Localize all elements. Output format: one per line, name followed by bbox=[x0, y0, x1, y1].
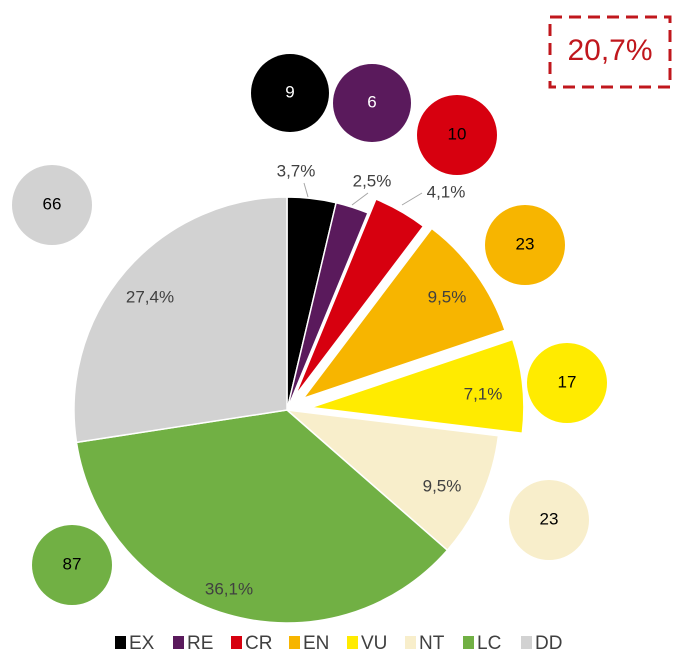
count-label: 23 bbox=[540, 509, 559, 528]
data-label: 9,5% bbox=[428, 287, 467, 306]
legend-swatch bbox=[347, 636, 358, 649]
count-label: 9 bbox=[285, 82, 294, 101]
count-label: 87 bbox=[63, 554, 82, 573]
count-bubble bbox=[333, 64, 411, 142]
data-label: 4,1% bbox=[427, 182, 466, 201]
legend-swatch bbox=[289, 636, 300, 649]
legend-label: CR bbox=[245, 633, 272, 654]
legend-label: RE bbox=[187, 633, 213, 654]
pie-slice bbox=[301, 227, 506, 400]
pie-slice bbox=[73, 196, 288, 444]
pie-slice bbox=[75, 409, 449, 624]
pie-slice bbox=[284, 408, 500, 552]
pie-slice bbox=[286, 201, 369, 411]
data-label: 9,5% bbox=[423, 476, 462, 495]
leader-line bbox=[303, 182, 309, 198]
count-label: 23 bbox=[516, 234, 535, 253]
count-bubble bbox=[32, 525, 112, 605]
count-label: 6 bbox=[367, 92, 376, 111]
legend-label: NT bbox=[419, 633, 445, 654]
legend-label: VU bbox=[361, 633, 387, 654]
count-bubble bbox=[485, 205, 565, 285]
annotation-box bbox=[548, 15, 672, 89]
legend-swatch bbox=[231, 636, 242, 649]
pie-slice bbox=[294, 198, 425, 397]
pie-slice bbox=[310, 338, 525, 435]
legend-label: DD bbox=[535, 633, 562, 654]
count-bubble bbox=[251, 54, 329, 132]
legend-swatch bbox=[115, 636, 126, 649]
count-bubble bbox=[509, 480, 589, 560]
count-bubble bbox=[12, 165, 92, 245]
legend-label: EN bbox=[303, 633, 329, 654]
count-bubble bbox=[417, 95, 497, 175]
legend-swatch bbox=[463, 636, 474, 649]
leader-line bbox=[401, 192, 423, 206]
data-label: 2,5% bbox=[353, 171, 392, 190]
annotation: 20,7% bbox=[567, 34, 652, 67]
data-label: 36,1% bbox=[205, 579, 253, 598]
count-label: 10 bbox=[448, 124, 467, 143]
legend-label: LC bbox=[477, 633, 501, 654]
data-label: 3,7% bbox=[277, 161, 316, 180]
count-label: 66 bbox=[43, 194, 62, 213]
count-label: 17 bbox=[558, 372, 577, 391]
legend-swatch bbox=[173, 636, 184, 649]
legend-swatch bbox=[521, 636, 532, 649]
data-label: 27,4% bbox=[126, 287, 174, 306]
legend-label: EX bbox=[129, 633, 155, 654]
legend-swatch bbox=[405, 636, 416, 649]
count-bubble bbox=[527, 343, 607, 423]
leader-line bbox=[351, 192, 369, 206]
data-label: 7,1% bbox=[464, 384, 503, 403]
